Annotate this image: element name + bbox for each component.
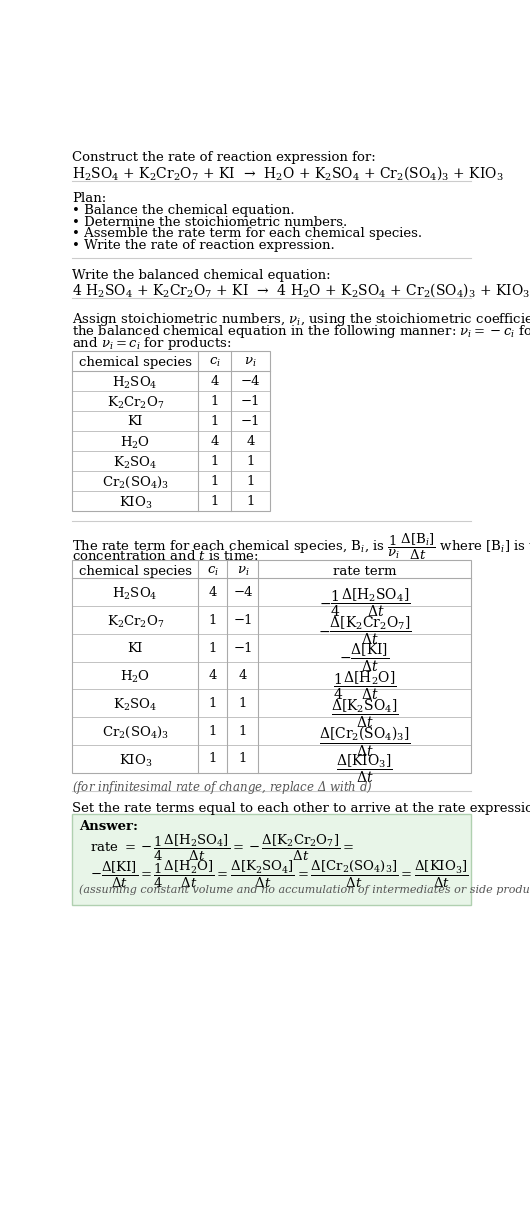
Text: Set the rate terms equal to each other to arrive at the rate expression:: Set the rate terms equal to each other t… <box>73 802 530 814</box>
Text: K$_2$Cr$_2$O$_7$: K$_2$Cr$_2$O$_7$ <box>107 395 164 411</box>
Text: $-\dfrac{\Delta[\mathrm{K_2Cr_2O_7}]}{\Delta t}$: $-\dfrac{\Delta[\mathrm{K_2Cr_2O_7}]}{\D… <box>318 614 411 646</box>
Text: • Assemble the rate term for each chemical species.: • Assemble the rate term for each chemic… <box>73 227 422 240</box>
Text: • Determine the stoichiometric numbers.: • Determine the stoichiometric numbers. <box>73 216 348 228</box>
Text: K$_2$Cr$_2$O$_7$: K$_2$Cr$_2$O$_7$ <box>107 614 164 631</box>
Text: (assuming constant volume and no accumulation of intermediates or side products): (assuming constant volume and no accumul… <box>78 885 530 895</box>
Text: rate $= -\dfrac{1}{4}\dfrac{\Delta[\mathrm{H_2SO_4}]}{\Delta t} = -\dfrac{\Delta: rate $= -\dfrac{1}{4}\dfrac{\Delta[\math… <box>90 832 354 863</box>
Text: −1: −1 <box>241 395 260 408</box>
Text: concentration and $t$ is time:: concentration and $t$ is time: <box>73 550 259 563</box>
Text: $\dfrac{\Delta[\mathrm{Cr_2(SO_4)_3}]}{\Delta t}$: $\dfrac{\Delta[\mathrm{Cr_2(SO_4)_3}]}{\… <box>319 725 411 759</box>
Text: 1: 1 <box>238 725 247 738</box>
Text: 1: 1 <box>238 753 247 766</box>
Text: H$_2$O: H$_2$O <box>120 435 150 452</box>
Text: −1: −1 <box>241 416 260 428</box>
Text: K$_2$SO$_4$: K$_2$SO$_4$ <box>113 697 157 713</box>
Text: chemical species: chemical species <box>79 356 192 368</box>
Text: $c_i$: $c_i$ <box>207 564 219 577</box>
Text: $\dfrac{\Delta[\mathrm{KIO_3}]}{\Delta t}$: $\dfrac{\Delta[\mathrm{KIO_3}]}{\Delta t… <box>336 753 393 785</box>
Text: 4: 4 <box>238 669 247 683</box>
Text: 1: 1 <box>210 475 219 488</box>
Text: Plan:: Plan: <box>73 192 107 205</box>
Text: K$_2$SO$_4$: K$_2$SO$_4$ <box>113 455 157 471</box>
Text: Write the balanced chemical equation:: Write the balanced chemical equation: <box>73 269 331 281</box>
Text: 1: 1 <box>210 416 219 428</box>
Text: Cr$_2$(SO$_4$)$_3$: Cr$_2$(SO$_4$)$_3$ <box>102 725 169 741</box>
Text: KI: KI <box>128 641 143 655</box>
Text: 1: 1 <box>208 614 217 627</box>
Text: $-\dfrac{1}{4}\dfrac{\Delta[\mathrm{H_2SO_4}]}{\Delta t}$: $-\dfrac{1}{4}\dfrac{\Delta[\mathrm{H_2S… <box>319 586 410 618</box>
Text: 1: 1 <box>208 641 217 655</box>
Text: 1: 1 <box>210 495 219 509</box>
Text: $\dfrac{1}{4}\dfrac{\Delta[\mathrm{H_2O}]}{\Delta t}$: $\dfrac{1}{4}\dfrac{\Delta[\mathrm{H_2O}… <box>333 669 396 702</box>
Text: −4: −4 <box>233 586 253 599</box>
Text: −1: −1 <box>233 614 253 627</box>
Text: 1: 1 <box>210 455 219 469</box>
Text: Cr$_2$(SO$_4$)$_3$: Cr$_2$(SO$_4$)$_3$ <box>102 475 169 490</box>
Text: $c_i$: $c_i$ <box>209 356 220 368</box>
Text: 4: 4 <box>210 376 219 388</box>
Text: rate term: rate term <box>333 564 396 577</box>
Text: the balanced chemical equation in the following manner: $\nu_i = -c_i$ for react: the balanced chemical equation in the fo… <box>73 323 530 339</box>
Text: H$_2$SO$_4$: H$_2$SO$_4$ <box>112 586 158 603</box>
Text: −4: −4 <box>241 376 260 388</box>
Text: • Balance the chemical equation.: • Balance the chemical equation. <box>73 204 295 217</box>
Text: $-\dfrac{\Delta[\mathrm{KI}]}{\Delta t} = \dfrac{1}{4}\dfrac{\Delta[\mathrm{H_2O: $-\dfrac{\Delta[\mathrm{KI}]}{\Delta t} … <box>90 859 468 890</box>
Text: 4: 4 <box>210 435 219 448</box>
Text: Construct the rate of reaction expression for:: Construct the rate of reaction expressio… <box>73 151 376 164</box>
Text: $-\dfrac{\Delta[\mathrm{KI}]}{\Delta t}$: $-\dfrac{\Delta[\mathrm{KI}]}{\Delta t}$ <box>340 641 390 674</box>
Text: $\dfrac{\Delta[\mathrm{K_2SO_4}]}{\Delta t}$: $\dfrac{\Delta[\mathrm{K_2SO_4}]}{\Delta… <box>331 697 399 730</box>
Text: 1: 1 <box>208 697 217 710</box>
Text: 4: 4 <box>208 669 217 683</box>
Text: 1: 1 <box>246 455 255 469</box>
Text: KI: KI <box>128 416 143 428</box>
Text: 4: 4 <box>246 435 255 448</box>
Text: H$_2$SO$_4$ + K$_2$Cr$_2$O$_7$ + KI  →  H$_2$O + K$_2$SO$_4$ + Cr$_2$(SO$_4$)$_3: H$_2$SO$_4$ + K$_2$Cr$_2$O$_7$ + KI → H$… <box>73 164 504 182</box>
Text: 1: 1 <box>246 475 255 488</box>
Text: 1: 1 <box>208 753 217 766</box>
Text: Assign stoichiometric numbers, $\nu_i$, using the stoichiometric coefficients, $: Assign stoichiometric numbers, $\nu_i$, … <box>73 310 530 327</box>
Text: $\nu_i$: $\nu_i$ <box>237 564 249 577</box>
Text: Answer:: Answer: <box>78 820 138 834</box>
Text: $\nu_i$: $\nu_i$ <box>244 356 257 368</box>
Text: H$_2$SO$_4$: H$_2$SO$_4$ <box>112 376 158 391</box>
Text: 4: 4 <box>208 586 217 599</box>
Text: 1: 1 <box>238 697 247 710</box>
Text: The rate term for each chemical species, B$_i$, is $\dfrac{1}{\nu_i}\dfrac{\Delt: The rate term for each chemical species,… <box>73 533 530 563</box>
Text: KIO$_3$: KIO$_3$ <box>119 753 152 768</box>
Text: (for infinitesimal rate of change, replace Δ with $d$): (for infinitesimal rate of change, repla… <box>73 779 373 796</box>
Text: • Write the rate of reaction expression.: • Write the rate of reaction expression. <box>73 239 335 252</box>
Text: H$_2$O: H$_2$O <box>120 669 150 685</box>
Text: −1: −1 <box>233 641 253 655</box>
Text: 4 H$_2$SO$_4$ + K$_2$Cr$_2$O$_7$ + KI  →  4 H$_2$O + K$_2$SO$_4$ + Cr$_2$(SO$_4$: 4 H$_2$SO$_4$ + K$_2$Cr$_2$O$_7$ + KI → … <box>73 281 530 300</box>
Text: KIO$_3$: KIO$_3$ <box>119 495 152 511</box>
Text: 1: 1 <box>246 495 255 509</box>
Text: 1: 1 <box>210 395 219 408</box>
Text: and $\nu_i = c_i$ for products:: and $\nu_i = c_i$ for products: <box>73 335 232 353</box>
Bar <box>73 561 471 772</box>
Text: 1: 1 <box>208 725 217 738</box>
Bar <box>73 814 471 905</box>
Text: chemical species: chemical species <box>79 564 192 577</box>
Bar <box>73 350 270 511</box>
